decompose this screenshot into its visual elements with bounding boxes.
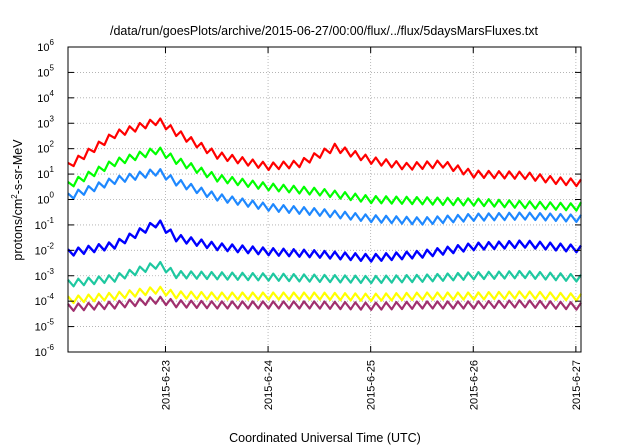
x-axis-label: Coordinated Universal Time (UTC) — [229, 431, 421, 445]
x-tick-label: 2015-6-27 — [571, 360, 583, 410]
series-line-4 — [67, 219, 582, 263]
y-tick-label: 100 — [37, 191, 54, 207]
y-tick-label: 105 — [37, 63, 54, 79]
x-tick-label: 2015-6-25 — [366, 360, 378, 410]
y-tick-label: 104 — [37, 89, 54, 105]
y-tick-label: 103 — [37, 114, 54, 130]
series-line-5 — [67, 260, 582, 288]
x-tick-label: 2015-6-24 — [263, 360, 275, 410]
series-line-2 — [67, 146, 582, 212]
series-line-1 — [67, 117, 582, 188]
x-tick-label: 2015-6-23 — [160, 360, 172, 410]
x-axis: 2015-6-23 2015-6-24 2015-6-25 2015-6-26 2015… — [160, 47, 583, 410]
x-tick-label: 2015-6-26 — [468, 360, 480, 410]
series-group — [67, 117, 582, 312]
y-tick-label: 10-4 — [35, 292, 55, 308]
y-tick-label: 10-3 — [35, 267, 55, 283]
y-tick-label: 10-6 — [35, 343, 55, 359]
series-line-6 — [67, 285, 582, 305]
chart-title: /data/run/goesPlots/archive/2015-06-27/0… — [110, 24, 539, 38]
y-tick-label: 10-2 — [35, 241, 55, 257]
series-line-7 — [67, 295, 582, 312]
y-tick-label: 102 — [37, 140, 54, 156]
y-tick-label: 106 — [37, 38, 54, 54]
y-tick-label: 10-1 — [35, 216, 55, 232]
series-line-3 — [67, 168, 582, 226]
y-axis-label: protons/cm2-s-sr-MeV — [10, 139, 25, 261]
y-tick-label: 101 — [37, 165, 54, 181]
y-tick-label: 10-5 — [35, 318, 55, 334]
y-axis: 10-6 10-5 10-4 10-3 10-2 10-1 100 101 102 103 104 1… — [35, 38, 581, 359]
